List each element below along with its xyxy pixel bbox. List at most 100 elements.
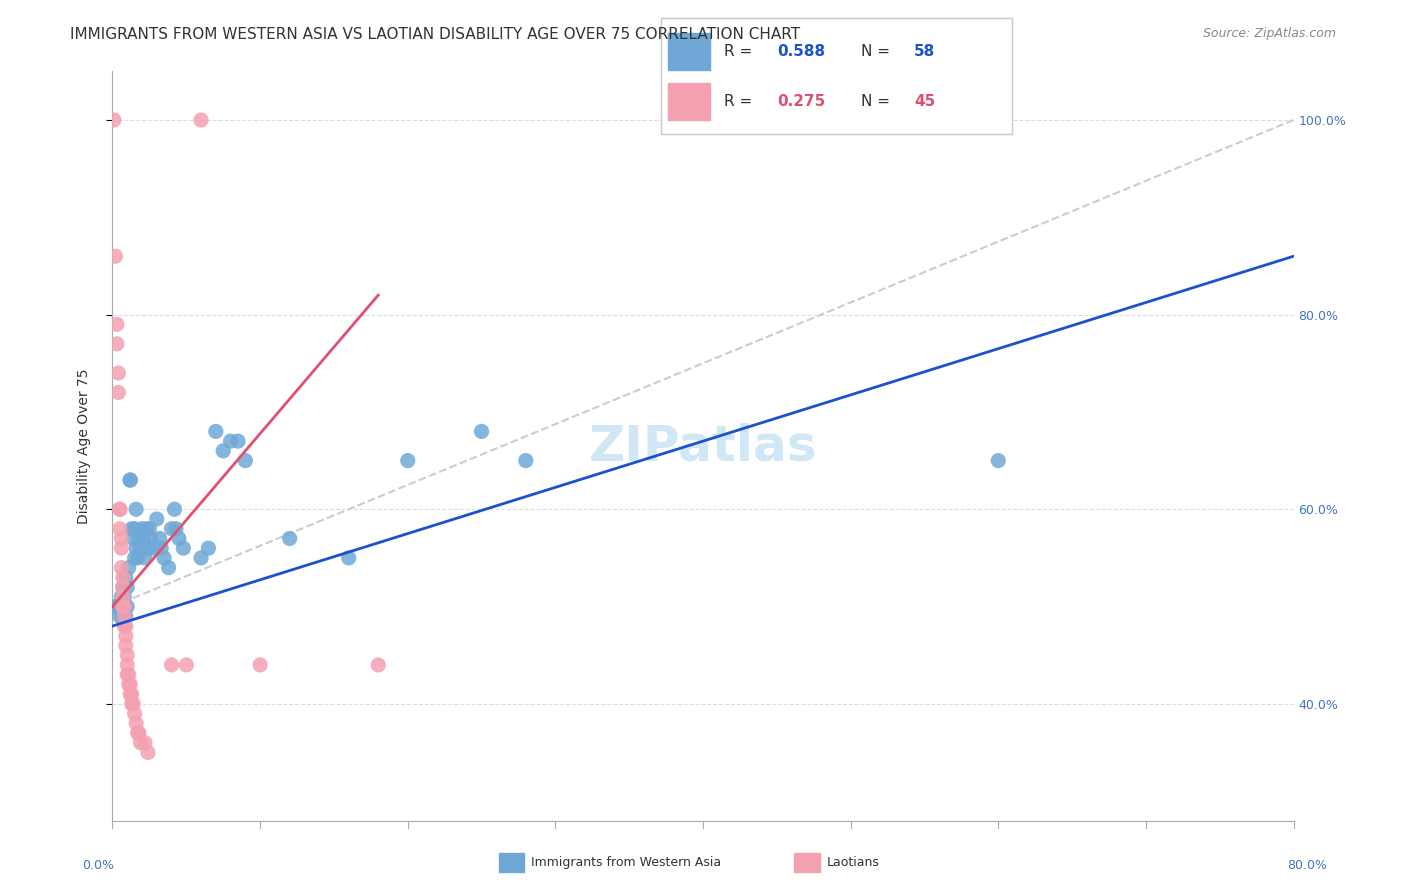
Point <box>129 541 152 556</box>
Point <box>107 385 129 400</box>
Point <box>104 599 127 614</box>
Point <box>110 590 132 604</box>
Point <box>111 609 134 624</box>
Point <box>121 697 143 711</box>
Point <box>278 532 301 546</box>
Point <box>120 473 142 487</box>
Point <box>121 522 143 536</box>
Point <box>219 434 242 449</box>
Point <box>111 580 134 594</box>
Point <box>142 541 165 556</box>
Point <box>149 532 172 546</box>
Point <box>117 648 138 663</box>
Text: ZIPatlas: ZIPatlas <box>589 422 817 470</box>
Point <box>153 550 176 565</box>
Text: N =: N = <box>860 44 896 59</box>
Point <box>112 619 135 633</box>
Point <box>108 599 131 614</box>
Point <box>118 667 141 681</box>
Point <box>107 599 129 614</box>
Point <box>110 599 132 614</box>
Point <box>135 522 157 536</box>
Point <box>103 113 125 128</box>
Point <box>111 580 134 594</box>
Point <box>122 532 145 546</box>
Point <box>111 599 134 614</box>
Point <box>120 687 142 701</box>
Point <box>139 532 162 546</box>
Point <box>105 599 128 614</box>
Point <box>129 736 152 750</box>
Point <box>134 550 156 565</box>
Point <box>163 502 186 516</box>
Point <box>367 657 389 672</box>
Point <box>107 366 129 380</box>
Point <box>114 639 136 653</box>
Point <box>121 687 143 701</box>
Text: 0.275: 0.275 <box>776 94 825 109</box>
Point <box>108 502 131 516</box>
Point <box>108 502 131 516</box>
Point <box>117 657 138 672</box>
Point <box>124 522 146 536</box>
Point <box>131 522 153 536</box>
Point <box>160 657 183 672</box>
Point <box>337 550 360 565</box>
Text: 0.588: 0.588 <box>776 44 825 59</box>
Point <box>125 502 148 516</box>
Point <box>125 541 148 556</box>
Point <box>105 318 128 332</box>
Point <box>174 657 197 672</box>
Point <box>117 580 138 594</box>
Point <box>117 667 138 681</box>
Text: 45: 45 <box>914 94 935 109</box>
Text: Laotians: Laotians <box>827 856 880 869</box>
Point <box>112 609 135 624</box>
Point <box>111 599 134 614</box>
Point <box>128 726 150 740</box>
Text: 0.0%: 0.0% <box>83 859 114 871</box>
Point <box>136 746 159 760</box>
Y-axis label: Disability Age Over 75: Disability Age Over 75 <box>77 368 91 524</box>
Point <box>111 570 134 584</box>
Point <box>112 590 135 604</box>
Text: 80.0%: 80.0% <box>1288 859 1327 871</box>
Point <box>108 609 131 624</box>
Point <box>114 570 136 584</box>
Point <box>104 249 127 263</box>
Point <box>197 541 219 556</box>
Point <box>127 550 149 565</box>
Point <box>114 619 136 633</box>
Point <box>118 677 141 691</box>
Point <box>110 560 132 574</box>
Point <box>127 726 149 740</box>
Point <box>396 453 419 467</box>
Point <box>190 550 212 565</box>
Text: 58: 58 <box>914 44 935 59</box>
Point <box>233 453 256 467</box>
Point <box>165 522 187 536</box>
Text: N =: N = <box>860 94 896 109</box>
Text: Source: ZipAtlas.com: Source: ZipAtlas.com <box>1202 27 1336 40</box>
Text: R =: R = <box>724 44 758 59</box>
Point <box>212 443 235 458</box>
Point <box>987 453 1010 467</box>
Bar <box>668 33 710 70</box>
Point <box>160 522 183 536</box>
Point <box>117 599 138 614</box>
Point <box>112 599 135 614</box>
Point <box>124 706 146 721</box>
Point <box>108 522 131 536</box>
Bar <box>668 83 710 120</box>
Point <box>118 560 141 574</box>
Point <box>172 541 194 556</box>
Text: R =: R = <box>724 94 758 109</box>
Point <box>114 609 136 624</box>
Point <box>470 425 494 439</box>
Point <box>114 629 136 643</box>
Point <box>190 113 212 128</box>
Point <box>105 336 128 351</box>
Point <box>226 434 249 449</box>
Point <box>132 532 155 546</box>
Point <box>112 599 135 614</box>
